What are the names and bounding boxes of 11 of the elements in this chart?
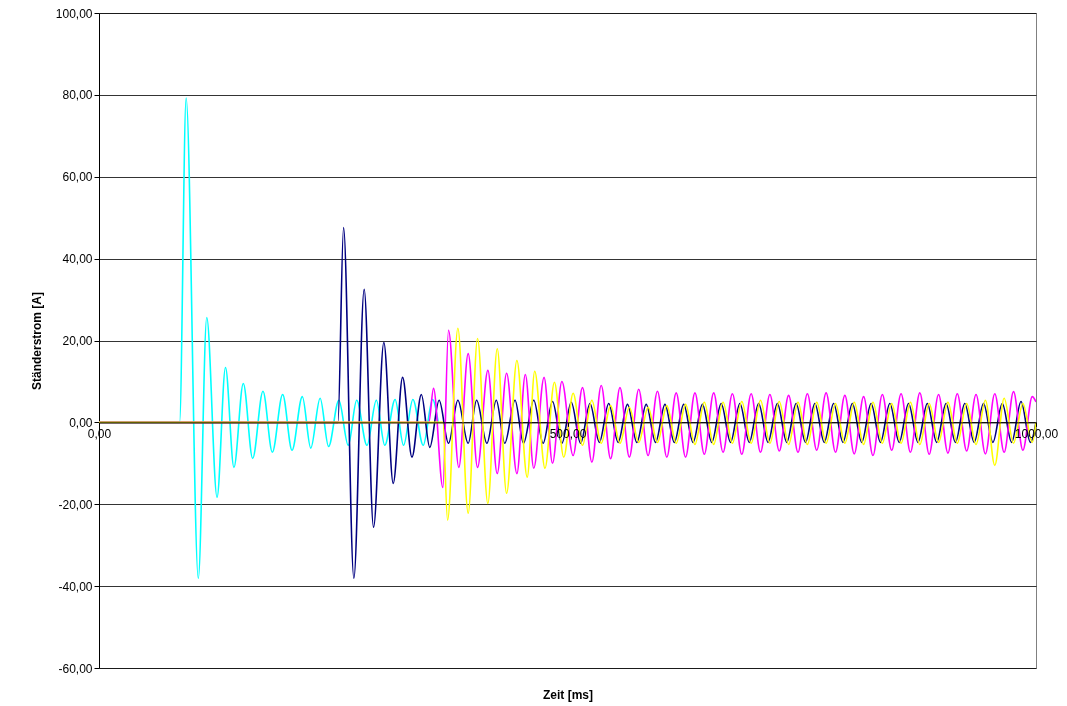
y-tick-label: 100,00 (55, 6, 93, 21)
y-tick-label: 60,00 (62, 170, 93, 185)
y-tick-label: -40,00 (58, 579, 93, 594)
y-tick-label: 0,00 (69, 415, 93, 430)
y-tick-label: -20,00 (58, 497, 93, 512)
y-tick-label: 40,00 (62, 252, 93, 267)
y-tick-label: 20,00 (62, 334, 93, 348)
y-tick-label: -60,00 (58, 661, 93, 676)
x-axis-title: Zeit [ms] (542, 687, 594, 702)
y-tick-label: 80,00 (62, 88, 93, 103)
y-axis-title: Ständerstrom [A] (29, 291, 44, 391)
